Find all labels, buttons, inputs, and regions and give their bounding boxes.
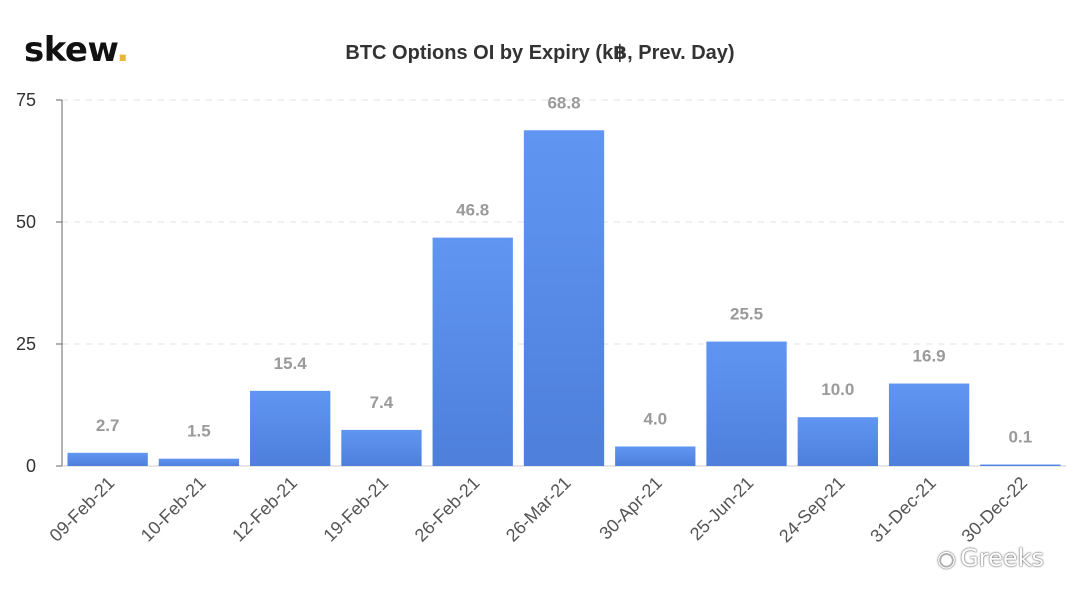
- value-label: 1.5: [187, 422, 211, 441]
- bar-09-Feb-21: [67, 452, 148, 466]
- y-tick-label: 75: [16, 90, 36, 110]
- watermark: ◉ Greeks: [936, 544, 1044, 572]
- bar-31-Dec-21: [888, 383, 970, 466]
- value-label: 16.9: [913, 347, 946, 366]
- x-tick-label: 26-Feb-21: [411, 473, 484, 546]
- x-tick-label: 24-Sep-21: [775, 473, 849, 547]
- x-tick-label: 30-Dec-22: [958, 473, 1032, 547]
- value-label: 25.5: [730, 305, 763, 324]
- value-label: 0.1: [1009, 428, 1033, 447]
- y-tick-label: 0: [26, 456, 36, 476]
- bar-12-Feb-21: [250, 390, 331, 466]
- bars: [67, 130, 1061, 467]
- y-tick-label: 25: [16, 334, 36, 354]
- value-label: 15.4: [274, 354, 308, 373]
- x-tick-label: 09-Feb-21: [46, 473, 119, 546]
- x-tick-label: 25-Jun-21: [686, 473, 757, 544]
- bar-25-Jun-21: [706, 341, 787, 466]
- value-label: 4.0: [643, 409, 667, 428]
- x-tick-label: 30-Apr-21: [595, 473, 666, 544]
- x-tick-label: 19-Feb-21: [319, 473, 392, 546]
- x-tick-label: 12-Feb-21: [228, 473, 301, 546]
- value-label: 46.8: [456, 201, 489, 220]
- bar-24-Sep-21: [797, 417, 878, 466]
- value-label: 7.4: [370, 393, 394, 412]
- bar-30-Apr-21: [615, 446, 696, 466]
- bar-26-Feb-21: [432, 237, 513, 466]
- bar-26-Mar-21: [523, 130, 605, 467]
- chart-title: BTC Options OI by Expiry (k฿, Prev. Day): [345, 42, 735, 64]
- x-tick-labels: 09-Feb-21 10-Feb-21 12-Feb-21 19-Feb-21 26-F…: [46, 473, 1032, 547]
- value-label: 2.7: [96, 416, 120, 435]
- value-labels: 2.7 1.5 15.4 7.4 46.8 68.8 4.0 25.5 10.0 16.9 0.1: [96, 93, 1032, 446]
- x-tick-label: 26-Mar-21: [502, 473, 575, 546]
- value-label: 68.8: [547, 93, 580, 112]
- bar-19-Feb-21: [341, 429, 422, 466]
- y-tick-labels: 0 25 50 75: [16, 90, 62, 476]
- bar-30-Dec-22: [980, 464, 1061, 466]
- skew-logo: skew.: [24, 30, 129, 70]
- wechat-icon: ◉: [936, 547, 957, 572]
- y-tick-label: 50: [16, 212, 36, 232]
- value-label: 10.0: [821, 380, 854, 399]
- x-tick-label: 10-Feb-21: [137, 473, 210, 546]
- bar-10-Feb-21: [158, 458, 240, 466]
- x-tick-label: 31-Dec-21: [866, 473, 940, 547]
